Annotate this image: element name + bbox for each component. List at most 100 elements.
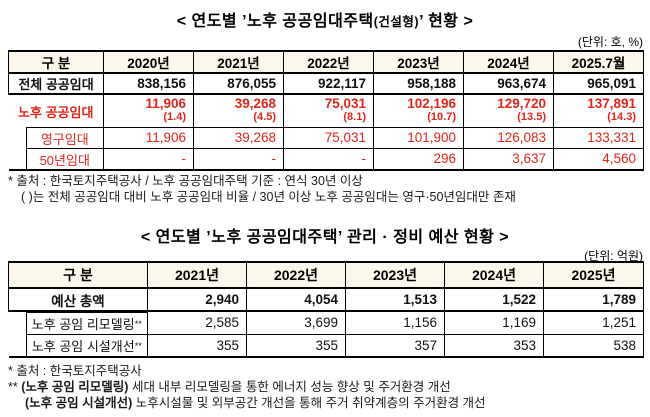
- table2-header-2022: 2022년: [246, 261, 346, 289]
- table2-header-2023: 2023년: [345, 261, 445, 289]
- table2-remodeling-row: 노후 공임 리모델링 ** 2,585 3,699 1,156 1,169 1,2…: [8, 310, 644, 335]
- table2-title: < 연도별 ’노후 공공임대주택’ 관리 · 정비 예산 현황 >: [140, 229, 510, 246]
- aged-2023: 102,196 (10.7): [373, 93, 464, 128]
- budget-2023: 1,513: [345, 287, 445, 312]
- facility-2021: 355: [147, 333, 247, 358]
- fifty-2024: 3,637: [463, 147, 554, 171]
- remodeling-2024: 1,169: [444, 310, 544, 335]
- remodeling-2021: 2,585: [147, 310, 247, 335]
- table1-header-2023: 2023년: [373, 50, 464, 74]
- fifty-2021: -: [193, 147, 284, 171]
- table1-header-2022: 2022년: [283, 50, 374, 74]
- table1-title: < 연도별 ’노후 공공임대주택(건설형)’ 현황 >: [0, 7, 650, 31]
- aged-2021-ratio: (4.5): [253, 111, 276, 124]
- aged-2024: 129,720 (13.5): [463, 93, 554, 128]
- table1-total-row: 전체 공공임대 838,156 876,055 922,117 958,188 …: [8, 72, 644, 95]
- table1-header-gubun: 구 분: [8, 50, 104, 74]
- budget-2022: 4,054: [246, 287, 346, 312]
- permanent-row-label: 영구임대: [25, 127, 103, 148]
- total-2021: 876,055: [193, 72, 284, 95]
- table2-footnote-source: * 출처 : 한국토지주택공사: [8, 364, 142, 378]
- aged-2025-7: 137,891 (14.3): [553, 93, 644, 128]
- remodeling-2023: 1,156: [345, 310, 445, 335]
- footnote2-remodeling-desc: 세대 내부 리모델링을 통한 에너지 성능 향상 및 주거환경 개선: [128, 380, 451, 394]
- fifty-2023: 296: [373, 147, 464, 171]
- budget-2024: 1,522: [444, 287, 544, 312]
- table1-header-2020: 2020년: [103, 50, 194, 74]
- footnote2-marker: **: [8, 380, 22, 394]
- table1-fifty-year-row: 50년임대 - - - 296 3,637 4,560: [8, 147, 644, 171]
- table1-header-2021: 2021년: [193, 50, 284, 74]
- total-2022: 922,117: [283, 72, 374, 95]
- budget-total-label: 예산 총액: [8, 287, 148, 312]
- table2-facility-row: 노후 공임 시설개선 ** 355 355 357 353 538: [8, 333, 644, 358]
- total-2025-7: 965,091: [553, 72, 644, 95]
- table1-header-2025-7: 2025.7월: [553, 50, 644, 74]
- facility-2023: 357: [345, 333, 445, 358]
- remodeling-2025: 1,251: [543, 310, 644, 335]
- permanent-row-label-cell: 영구임대: [8, 127, 104, 148]
- table2-header-gubun: 구 분: [8, 261, 148, 289]
- aged-2024-ratio: (13.5): [517, 111, 546, 124]
- table2-footnote-facility: (노후 공임 시설개선) 노후시설물 및 외부공간 개선을 통해 주거 취약계층…: [8, 395, 648, 411]
- remodeling-2022: 3,699: [246, 310, 346, 335]
- budget-2021: 2,940: [147, 287, 247, 312]
- fifty-year-row-label: 50년임대: [25, 148, 103, 169]
- facility-2025: 538: [543, 333, 644, 358]
- table2-unit-label: (단위: 억원): [584, 249, 643, 263]
- aged-2023-value: 102,196: [407, 96, 456, 112]
- aged-2020-value: 11,906: [145, 96, 186, 112]
- footnote2-remodeling-term: (노후 공임 리모델링): [21, 380, 129, 394]
- table1-footnotes: * 출처 : 한국토지주택공사 / 노후 공공임대주택 기준 : 연식 30년 …: [8, 173, 648, 205]
- aged-2021-value: 39,268: [234, 96, 276, 112]
- footnote2-facility-desc: 노후시설물 및 외부공간 개선을 통해 주거 취약계층의 주거환경 개선: [132, 396, 486, 410]
- table2-budget-total-row: 예산 총액 2,940 4,054 1,513 1,522 1,789: [8, 287, 644, 312]
- permanent-2020: 11,906: [103, 126, 194, 149]
- table1-unit-label: (단위: 호, %): [577, 35, 643, 49]
- table2-header-2025: 2025년: [543, 261, 644, 289]
- facility-2024: 353: [444, 333, 544, 358]
- aged-2025-7-ratio: (14.3): [607, 111, 636, 124]
- remodeling-label-text: 노후 공임 리모델링: [31, 317, 135, 332]
- aged-2025-7-value: 137,891: [587, 96, 636, 112]
- table1-header-2024: 2024년: [463, 50, 554, 74]
- aged-2020: 11,906 (1.4): [103, 93, 194, 128]
- budget-2025: 1,789: [543, 287, 644, 312]
- aged-2022-ratio: (8.1): [343, 111, 366, 124]
- table2-header-2024: 2024년: [444, 261, 544, 289]
- table1-title-pre: < 연도별 ’노후 공공임대주택: [176, 13, 374, 30]
- aged-2023-ratio: (10.7): [427, 111, 456, 124]
- table1-aged-row: 노후 공공임대 11,906 (1.4) 39,268 (4.5) 75,031 (8…: [8, 93, 644, 128]
- total-2024: 963,674: [463, 72, 554, 95]
- aged-2024-value: 129,720: [497, 96, 546, 112]
- facility-row-label-cell: 노후 공임 시설개선 **: [8, 334, 148, 357]
- maintenance-budget-table: 구 분 2021년 2022년 2023년 2024년 2025년 예산 총액 …: [8, 261, 644, 358]
- permanent-2021: 39,268: [193, 126, 284, 149]
- facility-row-label: 노후 공임 시설개선 **: [25, 334, 147, 356]
- aged-public-rental-status-table: 구 분 2020년 2021년 2022년 2023년 2024년 2025.7…: [8, 50, 644, 171]
- facility-2022: 355: [246, 333, 346, 358]
- aged-2021: 39,268 (4.5): [193, 93, 284, 128]
- table1-header-row: 구 분 2020년 2021년 2022년 2023년 2024년 2025.7…: [8, 50, 644, 74]
- remodeling-row-label: 노후 공임 리모델링 **: [25, 312, 147, 334]
- fifty-2022: -: [283, 147, 374, 171]
- footnote2-facility-term: (노후 공임 시설개선): [25, 396, 133, 410]
- total-2020: 838,156: [103, 72, 194, 95]
- table1-permanent-row: 영구임대 11,906 39,268 75,031 101,900 126,08…: [8, 126, 644, 149]
- permanent-2022: 75,031: [283, 126, 374, 149]
- aged-row-label: 노후 공공임대: [8, 93, 104, 127]
- remodeling-row-label-cell: 노후 공임 리모델링 **: [8, 311, 148, 334]
- fifty-2025-7: 4,560: [553, 147, 644, 171]
- table2-footnotes: * 출처 : 한국토지주택공사 ** (노후 공임 리모델링) 세대 내부 리모…: [8, 363, 648, 411]
- aged-2020-ratio: (1.4): [163, 111, 186, 124]
- table2-footnote-remodeling: ** (노후 공임 리모델링) 세대 내부 리모델링을 통한 에너지 성능 향상…: [8, 379, 648, 395]
- permanent-2025-7: 133,331: [553, 126, 644, 149]
- table1-footnote-source: * 출처 : 한국토지주택공사 / 노후 공공임대주택 기준 : 연식 30년 …: [8, 174, 363, 188]
- permanent-2023: 101,900: [373, 126, 464, 149]
- facility-label-text: 노후 공임 시설개선: [31, 339, 135, 354]
- table1-title-construction-type: (건설형): [373, 15, 420, 29]
- fifty-year-row-label-cell: 50년임대: [8, 148, 104, 170]
- table2-header-2021: 2021년: [147, 261, 247, 289]
- permanent-2024: 126,083: [463, 126, 554, 149]
